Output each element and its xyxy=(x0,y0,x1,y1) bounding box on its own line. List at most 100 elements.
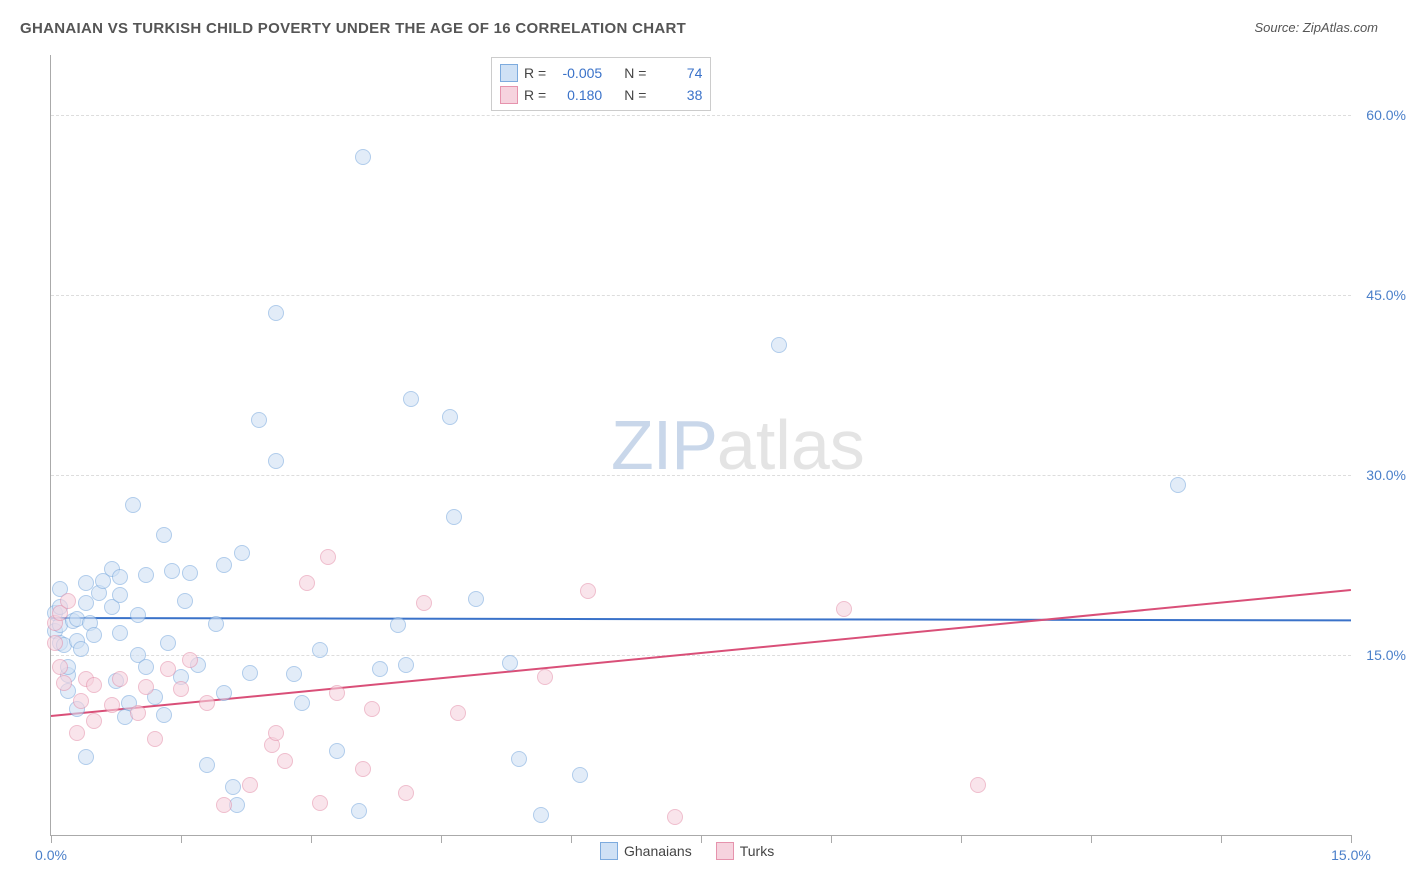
ghanaians-point xyxy=(78,749,94,765)
x-tick xyxy=(1221,835,1222,843)
ghanaians-point xyxy=(533,807,549,823)
ghanaians-point xyxy=(355,149,371,165)
turks-point xyxy=(60,593,76,609)
turks-point xyxy=(73,693,89,709)
ghanaians-point xyxy=(86,627,102,643)
ghanaians-point xyxy=(468,591,484,607)
y-tick-label: 45.0% xyxy=(1366,287,1406,303)
ghanaians-point xyxy=(251,412,267,428)
ghanaians-point xyxy=(156,707,172,723)
turks-point xyxy=(112,671,128,687)
ghanaians-point xyxy=(511,751,527,767)
x-tick xyxy=(441,835,442,843)
gridline xyxy=(51,295,1351,296)
turks-point xyxy=(312,795,328,811)
turks-point xyxy=(216,797,232,813)
n-value: 74 xyxy=(652,65,702,81)
turks-point xyxy=(173,681,189,697)
turks-point xyxy=(47,635,63,651)
legend-swatch xyxy=(716,842,734,860)
ghanaians-point xyxy=(234,545,250,561)
turks-point xyxy=(199,695,215,711)
ghanaians-point xyxy=(351,803,367,819)
turks-point xyxy=(580,583,596,599)
turks-point xyxy=(450,705,466,721)
x-tick xyxy=(961,835,962,843)
turks-point xyxy=(104,697,120,713)
ghanaians-point xyxy=(156,527,172,543)
r-value: 0.180 xyxy=(552,87,602,103)
ghanaians-point xyxy=(138,659,154,675)
x-tick xyxy=(571,835,572,843)
ghanaians-point xyxy=(130,607,146,623)
ghanaians-point xyxy=(268,305,284,321)
turks-point xyxy=(299,575,315,591)
turks-point xyxy=(268,725,284,741)
series-legend: GhanaiansTurks xyxy=(600,842,774,860)
ghanaians-point xyxy=(112,625,128,641)
turks-point xyxy=(537,669,553,685)
legend-swatch xyxy=(500,86,518,104)
x-tick-label: 15.0% xyxy=(1331,847,1371,863)
ghanaians-point xyxy=(442,409,458,425)
ghanaians-point xyxy=(372,661,388,677)
ghanaians-point xyxy=(329,743,345,759)
ghanaians-point xyxy=(160,635,176,651)
gridline xyxy=(51,475,1351,476)
legend-label: Turks xyxy=(740,843,774,859)
chart-title: GHANAIAN VS TURKISH CHILD POVERTY UNDER … xyxy=(20,20,686,37)
gridline xyxy=(51,655,1351,656)
ghanaians-point xyxy=(73,641,89,657)
ghanaians-point xyxy=(216,685,232,701)
legend-swatch xyxy=(500,64,518,82)
ghanaians-point xyxy=(268,453,284,469)
turks-point xyxy=(86,677,102,693)
ghanaians-point xyxy=(164,563,180,579)
x-tick xyxy=(1091,835,1092,843)
ghanaians-point xyxy=(502,655,518,671)
ghanaians-point xyxy=(138,567,154,583)
turks-point xyxy=(147,731,163,747)
turks-point xyxy=(52,659,68,675)
legend-swatch xyxy=(600,842,618,860)
n-label: N = xyxy=(624,87,646,103)
plot-area: ZIPatlas R =-0.005N =74R =0.180N =38 15.… xyxy=(50,55,1351,836)
ghanaians-point xyxy=(312,642,328,658)
x-tick-label: 0.0% xyxy=(35,847,67,863)
turks-point xyxy=(364,701,380,717)
stats-legend-row: R =-0.005N =74 xyxy=(500,62,702,84)
x-tick xyxy=(311,835,312,843)
ghanaians-point xyxy=(294,695,310,711)
y-tick-label: 60.0% xyxy=(1366,107,1406,123)
turks-trendline xyxy=(51,589,1351,717)
turks-point xyxy=(160,661,176,677)
ghanaians-point xyxy=(112,569,128,585)
ghanaians-point xyxy=(446,509,462,525)
ghanaians-point xyxy=(125,497,141,513)
turks-point xyxy=(836,601,852,617)
ghanaians-point xyxy=(225,779,241,795)
watermark: ZIPatlas xyxy=(611,405,865,485)
y-tick-label: 15.0% xyxy=(1366,647,1406,663)
source-label: Source: ZipAtlas.com xyxy=(1254,20,1378,35)
turks-point xyxy=(69,725,85,741)
stats-legend-row: R =0.180N =38 xyxy=(500,84,702,106)
watermark-atlas: atlas xyxy=(717,406,865,484)
turks-point xyxy=(320,549,336,565)
ghanaians-point xyxy=(572,767,588,783)
turks-point xyxy=(182,652,198,668)
ghanaians-point xyxy=(216,557,232,573)
turks-point xyxy=(416,595,432,611)
ghanaians-point xyxy=(199,757,215,773)
ghanaians-point xyxy=(771,337,787,353)
ghanaians-point xyxy=(398,657,414,673)
r-label: R = xyxy=(524,65,546,81)
ghanaians-point xyxy=(78,595,94,611)
ghanaians-point xyxy=(112,587,128,603)
turks-point xyxy=(398,785,414,801)
n-value: 38 xyxy=(652,87,702,103)
ghanaians-point xyxy=(208,616,224,632)
ghanaians-point xyxy=(242,665,258,681)
ghanaians-point xyxy=(390,617,406,633)
turks-point xyxy=(277,753,293,769)
